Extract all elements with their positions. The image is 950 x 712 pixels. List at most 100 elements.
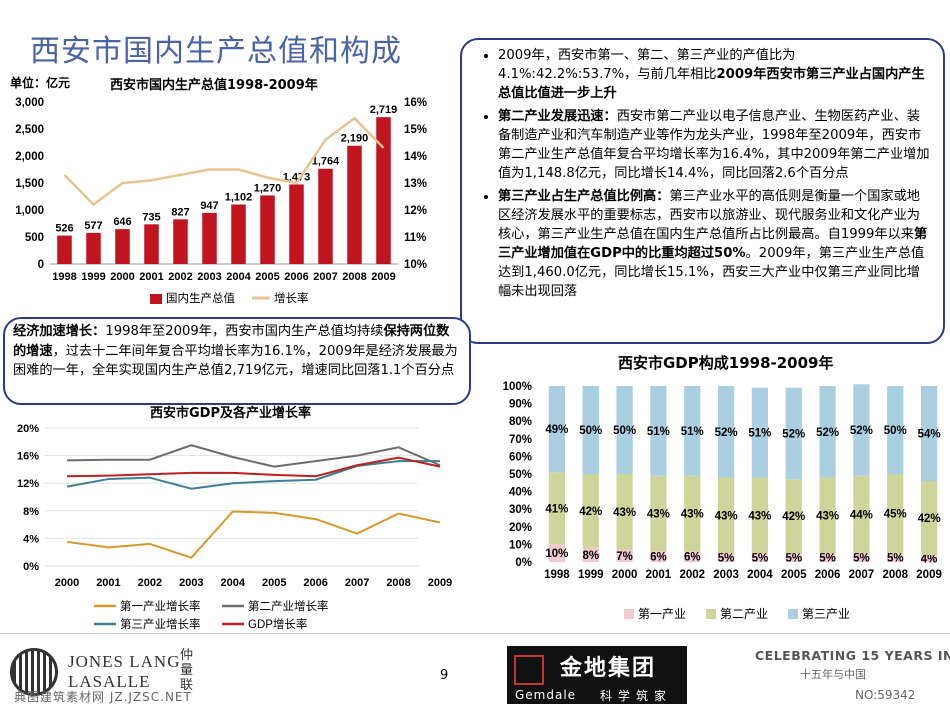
y-tick-label: 2,000 bbox=[15, 151, 44, 163]
segment-label: 45% bbox=[884, 509, 907, 521]
bullet-2-text: 西安市第二产业以电子信息产业、生物医药产业、装备制造产业和汽车制造产业等作为龙头… bbox=[498, 109, 930, 181]
y-tick-label: 3,000 bbox=[15, 97, 44, 109]
segment-label: 42% bbox=[579, 506, 602, 518]
stack-segment bbox=[751, 553, 769, 562]
stack-segment bbox=[684, 551, 701, 562]
x-tick-label: 2003 bbox=[197, 271, 221, 283]
segment-label: 52% bbox=[816, 427, 839, 439]
stack-segment bbox=[582, 386, 599, 474]
x-tick-label: 2004 bbox=[221, 577, 246, 589]
y-tick-label: 50% bbox=[509, 469, 532, 481]
x-tick-label: 2005 bbox=[781, 569, 807, 581]
econ-bold-2: 保持两位数的增速 bbox=[13, 324, 450, 359]
gdp-bar bbox=[115, 229, 130, 264]
stack-segment bbox=[920, 386, 938, 482]
series-line bbox=[66, 460, 440, 490]
x-tick-label: 2008 bbox=[882, 569, 908, 581]
gdp-bar bbox=[347, 145, 362, 264]
y-tick-label: 70% bbox=[509, 434, 532, 446]
gdp-bar bbox=[231, 204, 246, 264]
gdp-bar-label: 1,270 bbox=[254, 182, 282, 194]
gdp-bar bbox=[318, 168, 333, 264]
gdp-bar-label: 2,190 bbox=[341, 133, 369, 145]
gdp-bar-label: 735 bbox=[142, 211, 160, 223]
x-tick-label: 2006 bbox=[815, 569, 841, 581]
segment-label: 10% bbox=[545, 548, 568, 560]
segment-label: 41% bbox=[545, 503, 568, 515]
chart2-title: 西安市GDP及各产业增长率 bbox=[150, 406, 311, 421]
x-tick-label: 2009 bbox=[371, 271, 395, 283]
stack-segment bbox=[548, 472, 566, 545]
econ-text-2: ，过去十二年间年复合平均增长率为16.1%，2009年是经济发展最为困难的一年，… bbox=[13, 343, 458, 379]
legend-swatch bbox=[624, 609, 634, 619]
gemdale-en: Gemdale bbox=[515, 688, 577, 702]
y-tick-label: 12% bbox=[17, 478, 39, 490]
chart1-unit-label: 单位：亿元 bbox=[10, 76, 71, 90]
legend-swatch bbox=[706, 609, 716, 619]
segment-label: 51% bbox=[647, 426, 670, 438]
segment-label: 44% bbox=[850, 509, 873, 521]
y2-tick-label: 11% bbox=[404, 232, 426, 244]
bullet-2: 第二产业发展迅速：西安市第二产业以电子信息产业、生物医药产业、装备制造产业和汽车… bbox=[498, 107, 933, 183]
legend-label: 第三产业增长率 bbox=[120, 617, 201, 631]
legend-label: 第三产业 bbox=[802, 607, 850, 621]
stack-segment bbox=[751, 477, 769, 554]
gdp-bar-label: 827 bbox=[171, 206, 189, 218]
y-tick-label: 1,500 bbox=[15, 178, 44, 190]
series-line bbox=[66, 510, 441, 559]
x-tick-label: 2005 bbox=[255, 271, 279, 283]
segment-label: 43% bbox=[647, 509, 670, 521]
gdp-chart: 0 500 1,000 1,500 2,000 2,500 3,000 10% 11% 12% 13… bbox=[15, 97, 427, 305]
gemdale-logo-icon bbox=[514, 655, 544, 685]
y-tick-label: 40% bbox=[509, 487, 532, 499]
y2-tick-label: 15% bbox=[404, 124, 427, 136]
segment-label: 50% bbox=[579, 425, 602, 437]
stack-segment bbox=[819, 477, 836, 554]
gdp-bar-label: 526 bbox=[55, 223, 73, 235]
stack-segment bbox=[751, 387, 769, 478]
stack-segment bbox=[684, 475, 701, 552]
gdp-bar-label: 1,102 bbox=[225, 191, 253, 203]
bullet-1-text: 2009年，西安市第一、第二、第三产业的产值比为4.1%:42.2%:53.7%… bbox=[498, 48, 796, 82]
x-tick-label: 2001 bbox=[646, 569, 672, 581]
x-tick-label: 2007 bbox=[849, 569, 875, 581]
series-line bbox=[66, 456, 441, 478]
x-tick-label: 2008 bbox=[342, 271, 366, 283]
gdp-bar-label: 577 bbox=[84, 220, 102, 232]
x-tick-label: 2007 bbox=[345, 577, 369, 589]
legend-label-growth: 增长率 bbox=[274, 291, 309, 305]
chart3-title: 西安市GDP构成1998-2009年 bbox=[618, 354, 834, 372]
stack-segment bbox=[650, 475, 667, 552]
bullet-box: 2009年，西安市第一、第二、第三产业的产值比为4.1%:42.2%:53.7%… bbox=[460, 38, 945, 344]
stack-segment bbox=[887, 386, 904, 474]
stack-segment bbox=[785, 553, 802, 562]
x-tick-label: 2008 bbox=[386, 577, 410, 589]
stack-segment bbox=[717, 386, 735, 478]
segment-label: 7% bbox=[616, 551, 633, 563]
segment-label: 52% bbox=[850, 425, 873, 437]
stack-segment bbox=[887, 474, 904, 554]
legend-label: 第一产业 bbox=[638, 607, 686, 621]
y2-tick-label: 13% bbox=[404, 178, 427, 190]
segment-label: 52% bbox=[782, 429, 805, 441]
stack-segment bbox=[785, 387, 802, 480]
legend-swatch-gdp bbox=[150, 294, 162, 304]
jll-logo-text: JONES LANG LASALLE bbox=[68, 652, 180, 692]
segment-label: 5% bbox=[887, 553, 904, 565]
segment-label: 5% bbox=[718, 553, 735, 565]
gdp-bar bbox=[289, 184, 304, 264]
stack-segment bbox=[548, 544, 566, 562]
bullet-2-bold: 第二产业发展迅速： bbox=[498, 109, 617, 124]
bullet-3-text-2: 。2009年，第三产业生产总值达到1,460.0亿元，同比增长15.1%，西安三… bbox=[498, 246, 925, 299]
y-tick-label: 500 bbox=[25, 232, 44, 244]
y-tick-label: 90% bbox=[509, 399, 532, 411]
bullet-3-bold-2: 第三产业增加值在GDP中的比重均超过50% bbox=[498, 227, 928, 261]
y-tick-label: 2,500 bbox=[15, 124, 44, 136]
x-tick-label: 2000 bbox=[110, 271, 134, 283]
segment-label: 5% bbox=[785, 553, 802, 565]
y-tick-label: 30% bbox=[509, 504, 532, 516]
segment-label: 49% bbox=[545, 424, 568, 436]
segment-label: 54% bbox=[918, 429, 941, 441]
jll-cn-text: 仲量联 bbox=[180, 648, 194, 693]
gdp-bar-label: 2,719 bbox=[370, 104, 398, 116]
